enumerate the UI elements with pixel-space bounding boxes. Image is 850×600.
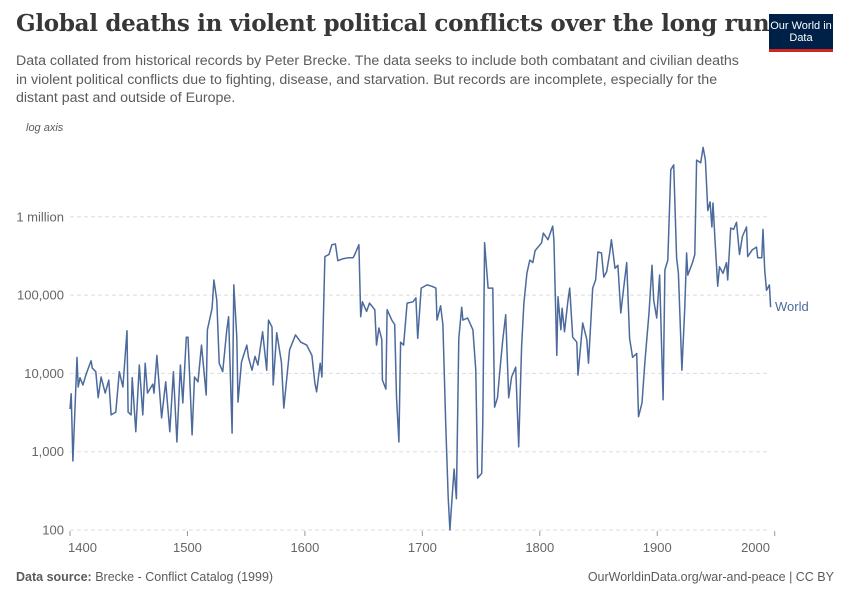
data-source-label: Data source: — [16, 570, 92, 584]
x-tick-label: 1800 — [525, 540, 554, 555]
y-tick-label: 1,000 — [31, 444, 64, 459]
y-tick-label: 100,000 — [17, 288, 64, 303]
y-tick-label: 100 — [42, 523, 64, 538]
chart-subtitle: Data collated from historical records by… — [16, 53, 739, 106]
source-url-link[interactable]: OurWorldinData.org/war-and-peace | CC BY — [587, 570, 834, 584]
owid-logo[interactable]: Our World in Data — [769, 14, 833, 52]
x-tick-label: 1400 — [68, 540, 97, 555]
x-tick-label: 1900 — [643, 540, 672, 555]
x-tick-label: 1700 — [408, 540, 437, 555]
data-source: Data source: Brecke - Conflict Catalog (… — [16, 570, 273, 584]
y-tick-label: 1 million — [16, 209, 64, 224]
chart-title: Global deaths in violent political confl… — [16, 10, 770, 37]
series-line-world — [69, 146, 772, 531]
x-tick-label: 1600 — [290, 540, 319, 555]
x-tick-label: 1500 — [173, 540, 202, 555]
x-tick-label: 2000 — [741, 540, 770, 555]
log-axis-note: log axis — [26, 122, 64, 134]
y-tick-label: 10,000 — [24, 366, 64, 381]
data-source-text[interactable]: Brecke - Conflict Catalog (1999) — [95, 570, 274, 584]
series-label-world: World — [775, 299, 809, 314]
